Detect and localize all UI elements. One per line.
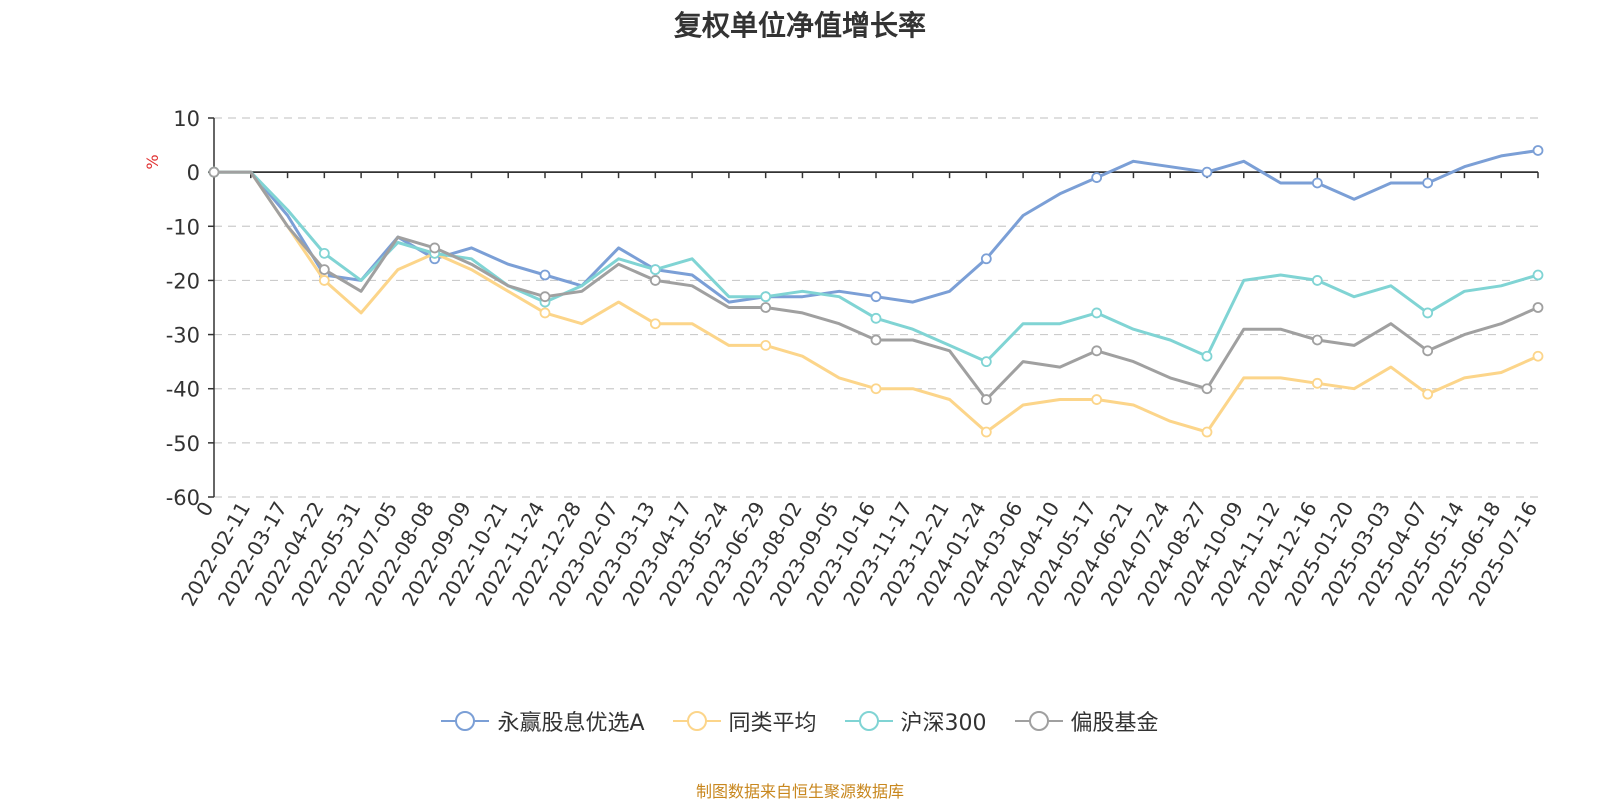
legend-label: 沪深300 — [900, 711, 987, 736]
data-point — [429, 242, 441, 254]
x-tick-label: 0 — [191, 498, 218, 521]
data-point — [980, 253, 992, 265]
data-point — [539, 269, 551, 281]
data-point — [1091, 307, 1103, 319]
data-point — [760, 302, 772, 313]
data-point — [1422, 177, 1434, 189]
legend-item[interactable]: 永赢股息优选A — [441, 705, 645, 737]
data-point — [1311, 275, 1323, 286]
y-tick-label: -20 — [166, 269, 200, 293]
legend-item[interactable]: 同类平均 — [672, 705, 817, 737]
data-point — [1201, 383, 1213, 395]
data-point — [870, 312, 882, 324]
data-point — [318, 275, 330, 286]
data-point — [1311, 334, 1323, 346]
data-point — [1532, 145, 1544, 156]
data-point — [870, 334, 882, 346]
y-axis-unit-label: % — [143, 154, 162, 169]
data-point — [1201, 166, 1213, 178]
data-point — [870, 291, 882, 303]
data-point — [1422, 345, 1434, 357]
series-lines — [208, 145, 1544, 438]
y-tick-label: -50 — [166, 432, 200, 456]
data-point — [649, 264, 661, 276]
data-point — [1201, 350, 1213, 362]
legend-item[interactable]: 偏股基金 — [1014, 705, 1159, 737]
data-point — [1091, 394, 1103, 405]
data-point — [1532, 302, 1544, 313]
chart-title: 复权单位净值增长率 — [673, 9, 926, 42]
legend-label: 偏股基金 — [1070, 711, 1159, 736]
data-point — [1311, 177, 1323, 189]
source-note: 制图数据来自恒生聚源数据库 — [695, 782, 904, 801]
data-point — [1532, 350, 1544, 362]
data-point — [870, 383, 882, 395]
y-tick-label: -60 — [166, 486, 200, 510]
y-tick-label: 0 — [187, 161, 200, 185]
legend-line-icon — [1014, 711, 1063, 731]
series-line — [214, 170, 1539, 364]
series-line — [214, 170, 1539, 401]
data-point — [1091, 345, 1103, 357]
y-tick-label: -30 — [166, 324, 200, 348]
data-point — [1422, 307, 1434, 319]
data-point — [1422, 388, 1434, 400]
data-point — [539, 307, 551, 319]
legend-item[interactable]: 沪深300 — [844, 705, 987, 737]
data-point — [539, 291, 551, 303]
data-point — [1201, 426, 1213, 438]
data-point — [649, 318, 661, 330]
data-point — [760, 339, 772, 351]
x-axis: 02022-02-112022-03-172022-04-222022-05-3… — [176, 171, 1542, 610]
y-tick-label: 10 — [173, 107, 200, 131]
legend-line-icon — [672, 711, 721, 731]
data-point — [318, 264, 330, 276]
legend-label: 永赢股息优选A — [497, 711, 645, 736]
y-axis: 10 0 -10 -20 -30 -40 -50 -60% — [143, 107, 215, 510]
data-point — [318, 247, 330, 259]
data-point — [649, 275, 661, 286]
legend-label: 同类平均 — [728, 711, 817, 736]
data-point — [1532, 269, 1544, 281]
data-point — [1311, 377, 1323, 389]
data-point — [980, 394, 992, 405]
data-point — [760, 291, 772, 303]
y-tick-label: -10 — [166, 215, 200, 239]
data-point — [1091, 172, 1103, 183]
y-tick-label: -40 — [166, 378, 200, 402]
legend-line-icon — [441, 711, 490, 731]
legend: 永赢股息优选A 同类平均 沪深300 偏股基金 — [0, 705, 1600, 737]
data-point — [980, 356, 992, 368]
data-point — [208, 166, 220, 178]
data-point — [980, 426, 992, 438]
legend-line-icon — [844, 711, 893, 731]
